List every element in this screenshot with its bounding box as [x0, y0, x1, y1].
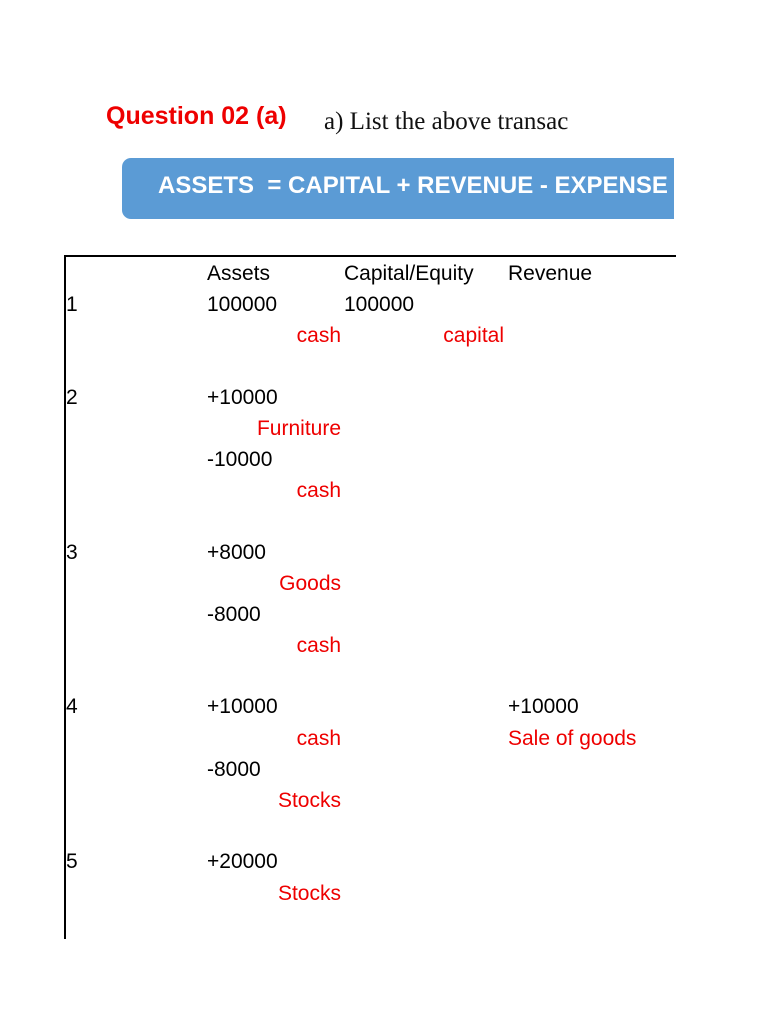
question-text: a) List the above transac	[324, 108, 569, 135]
capital-label: capital	[443, 324, 504, 347]
row-number: 2	[66, 386, 78, 409]
asset-label: cash	[296, 479, 341, 502]
revenue-label: Sale of goods	[508, 727, 637, 750]
header-assets: Assets	[207, 262, 271, 285]
equation-banner: ASSETS = CAPITAL + REVENUE - EXPENSE	[122, 158, 674, 219]
question-label: Question 02 (a)	[106, 102, 287, 130]
asset-label: Furniture	[256, 417, 341, 440]
asset-value: -10000	[207, 448, 273, 471]
accounting-equation: ASSETS = CAPITAL + REVENUE - EXPENSE	[158, 172, 668, 199]
asset-label: Stocks	[277, 789, 341, 812]
asset-value: +20000	[207, 850, 278, 873]
transaction-table: Assets Capital/Equity Revenue 1 100000 1…	[64, 255, 676, 939]
asset-label: cash	[296, 634, 341, 657]
header-revenue: Revenue	[508, 262, 593, 285]
asset-label: cash	[296, 324, 341, 347]
asset-value: -8000	[207, 758, 261, 781]
asset-value: +8000	[207, 541, 266, 564]
revenue-value: +10000	[508, 695, 579, 718]
header-capital: Capital/Equity	[344, 262, 474, 285]
capital-value: 100000	[344, 293, 415, 316]
row-number: 3	[66, 541, 78, 564]
row-number: 5	[66, 850, 78, 873]
asset-value: +10000	[207, 695, 278, 718]
asset-label: Stocks	[277, 882, 341, 905]
asset-label: Goods	[279, 572, 341, 595]
asset-label: cash	[296, 727, 341, 750]
row-number: 1	[66, 293, 78, 316]
row-number: 4	[66, 695, 78, 718]
asset-value: -8000	[207, 603, 261, 626]
asset-value: +10000	[207, 386, 278, 409]
asset-value: 100000	[207, 293, 278, 316]
